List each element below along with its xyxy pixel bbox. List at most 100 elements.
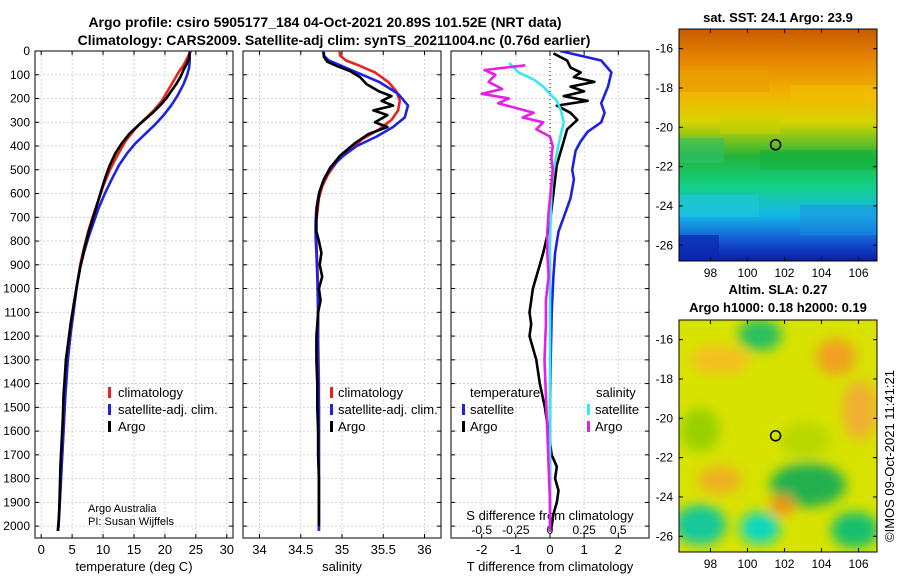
- x-axis-label: T difference from climatology: [467, 559, 634, 574]
- y-tick-label: 1300: [3, 353, 30, 367]
- series-line-argo: [56, 52, 191, 531]
- legend-label-t-satellite: satellite: [470, 402, 514, 417]
- map-x-tick-label: 98: [704, 557, 718, 571]
- y-tick-label: 1400: [3, 377, 30, 391]
- s-tick-label: 0.25: [572, 523, 596, 537]
- map-y-tick-label: -22: [656, 451, 674, 465]
- series-line-s-argo: [480, 64, 554, 531]
- y-tick-label: 400: [10, 139, 30, 153]
- map-y-tick-label: -24: [656, 199, 674, 213]
- legend-label-climatology: climatology: [118, 385, 184, 400]
- sla-map-axes: 98 100 102 104 106 -16 -18 -20 -22 -24 -26: [656, 320, 877, 571]
- credit-line-1: Argo Australia: [88, 503, 157, 515]
- x-tick-label: 30: [220, 542, 234, 557]
- difference-legend: temperature salinity satellite Argo sate…: [462, 385, 639, 434]
- map-y-tick-label: -18: [656, 372, 674, 386]
- title-line-2: Climatology: CARS2009. Satellite-adj cli…: [78, 32, 591, 48]
- y-tick-label: 100: [10, 68, 30, 82]
- sst-map-axes: 98 100 102 104 106 -16 -18 -20 -22 -24 -26: [656, 29, 877, 280]
- series-line-argo: [315, 52, 395, 527]
- y-tick-label: 800: [10, 234, 30, 248]
- legend-swatch-argo: [108, 421, 111, 432]
- map-x-tick-label: 98: [704, 266, 718, 280]
- salinity-panel: 34 34.5 35 35.5 36 salinity: [242, 50, 442, 574]
- y-tick-label: 1100: [4, 305, 30, 319]
- map-x-tick-label: 100: [737, 557, 757, 571]
- map-y-tick-label: -16: [656, 333, 674, 347]
- sst-map: sat. SST: 24.1 Argo: 23.9 98 100 102 104 106…: [656, 10, 878, 280]
- map-y-tick-label: -22: [656, 160, 674, 174]
- legend-label-s-satellite: satellite: [595, 402, 639, 417]
- series-line-satellite-adj-clim-: [56, 51, 191, 532]
- map-y-tick-label: -20: [656, 411, 674, 425]
- temperature-panel: 0 5 10 15 20 25 300100200300400500600700800900…: [3, 44, 234, 574]
- map-y-tick-label: -26: [656, 529, 674, 543]
- legend-label-t-argo: Argo: [470, 419, 497, 434]
- temperature-legend: climatology satellite-adj. clim. Argo: [108, 385, 218, 434]
- credit-line-2: PI: Susan Wijffels: [88, 516, 174, 528]
- legend-swatch-climatology: [108, 387, 111, 398]
- x-tick-label: 5: [69, 542, 76, 557]
- sst-field-patches: [679, 70, 877, 261]
- title-line-1: Argo profile: csiro 5905177_184 04-Oct-2…: [88, 14, 561, 30]
- y-tick-label: 1800: [3, 472, 30, 486]
- x-axis-label: salinity: [322, 559, 362, 574]
- y-tick-label: 1700: [3, 448, 30, 462]
- sla-map-frame: [678, 319, 878, 553]
- x-tick-label: -1: [510, 542, 522, 557]
- sst-map-title: sat. SST: 24.1 Argo: 23.9: [703, 10, 853, 25]
- y-tick-label: 200: [10, 92, 30, 106]
- legend-label-climatology: climatology: [338, 385, 404, 400]
- x-tick-label: 34: [252, 542, 266, 557]
- legend-swatch-satellite-adj: [108, 404, 111, 415]
- x-tick-label: -2: [476, 542, 488, 557]
- x-tick-label: 20: [158, 542, 172, 557]
- map-y-tick-label: -26: [656, 238, 674, 252]
- x-tick-label: 10: [96, 542, 110, 557]
- legend-label-s-argo: Argo: [595, 419, 622, 434]
- map-y-tick-label: -18: [656, 81, 674, 95]
- imos-stamp: ©IMOS 09-Oct-2021 11:41:21: [882, 370, 897, 542]
- legend-swatch-climatology: [330, 387, 333, 398]
- y-tick-label: 900: [10, 258, 30, 272]
- salinity-legend: climatology satellite-adj. clim. Argo: [330, 385, 438, 434]
- series-line-satellite-adj-clim-: [314, 51, 410, 531]
- x-tick-label: 25: [189, 542, 203, 557]
- sla-map-title-1: Altim. SLA: 0.27: [729, 282, 828, 297]
- s-tick-label: 0.5: [610, 523, 627, 537]
- y-tick-label: 2000: [3, 519, 30, 533]
- legend-swatch-t-satellite: [462, 404, 465, 415]
- y-tick-label: 1900: [3, 495, 30, 509]
- sla-map: Altim. SLA: 0.27 Argo h1000: 0.18 h2000:…: [656, 282, 878, 571]
- map-y-tick-label: -20: [656, 120, 674, 134]
- x-tick-label: 35: [335, 542, 349, 557]
- x-tick-label: 15: [127, 542, 141, 557]
- legend-label-argo: Argo: [338, 419, 365, 434]
- y-tick-label: 1200: [3, 329, 30, 343]
- y-tick-label: 700: [10, 210, 30, 224]
- y-tick-label: 1000: [3, 282, 30, 296]
- legend-swatch-satellite-adj: [330, 404, 333, 415]
- map-x-tick-label: 106: [848, 557, 868, 571]
- series-line-climatology: [314, 51, 402, 531]
- series-group: [56, 51, 193, 532]
- series-line-climatology: [56, 51, 193, 532]
- sst-argo-marker: [769, 139, 782, 151]
- sla-argo-marker: [769, 430, 782, 442]
- y-tick-label: 300: [10, 115, 30, 129]
- sst-map-frame: [678, 28, 878, 262]
- map-x-tick-label: 100: [737, 266, 757, 280]
- map-x-tick-label: 106: [848, 266, 868, 280]
- s-tick-label: -0.5: [471, 523, 492, 537]
- legend-swatch-s-argo: [587, 421, 590, 432]
- x-axis-label: temperature (deg C): [75, 559, 192, 574]
- map-x-tick-label: 104: [811, 557, 831, 571]
- y-tick-label: 1600: [3, 424, 30, 438]
- map-x-tick-label: 104: [811, 266, 831, 280]
- x-tick-label: 0: [38, 542, 45, 557]
- legend-heading-salinity: salinity: [596, 385, 636, 400]
- s-tick-label: -0.25: [502, 523, 530, 537]
- x-tick-label: 35.5: [371, 542, 396, 557]
